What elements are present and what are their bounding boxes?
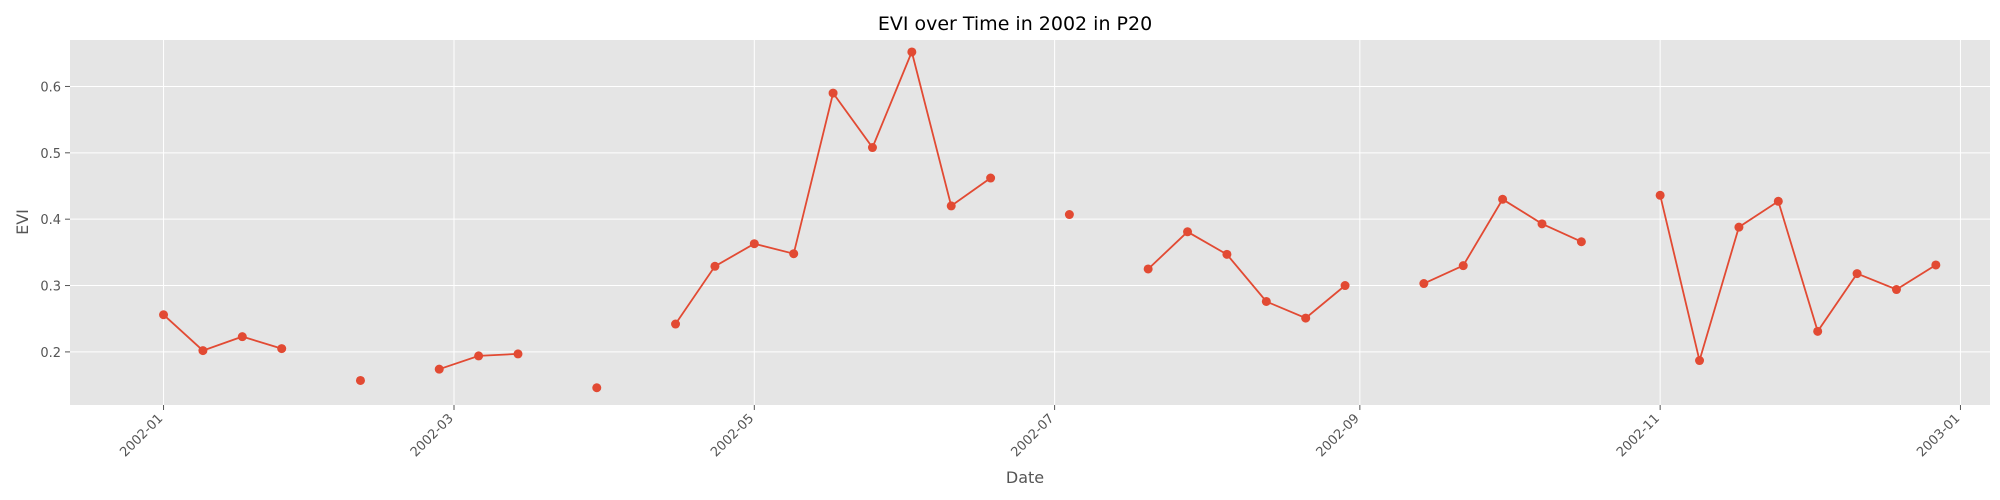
y-tick-label: 0.6: [40, 80, 61, 95]
data-point: [1183, 227, 1193, 237]
y-tick-label: 0.2: [40, 346, 61, 361]
data-point: [1773, 196, 1783, 206]
x-tick-label: 2002-09: [1314, 411, 1363, 460]
data-point: [434, 364, 444, 374]
x-tick-label: 2002-03: [408, 411, 457, 460]
x-tick-label: 2002-01: [117, 411, 166, 460]
y-tick-label: 0.4: [40, 213, 61, 228]
series-line: [162, 314, 282, 352]
data-point: [1340, 281, 1350, 291]
data-point: [1891, 285, 1901, 295]
data-point: [592, 383, 602, 393]
data-point: [907, 47, 917, 57]
data-point: [237, 332, 247, 342]
data-point: [1419, 279, 1429, 289]
chart-title: EVI over Time in 2002 in P20: [878, 13, 1152, 35]
y-tick-label: 0.5: [40, 147, 61, 162]
grid-lines: [70, 40, 1990, 405]
data-point: [1537, 219, 1547, 229]
data-point: [946, 201, 956, 211]
x-axis-label: Date: [1006, 468, 1044, 487]
series-layer: [159, 47, 1941, 393]
data-point: [1576, 237, 1586, 247]
y-tick-label: 0.3: [40, 280, 61, 295]
data-point: [1813, 326, 1823, 336]
data-point: [710, 261, 720, 271]
y-axis-label: EVI: [13, 209, 32, 235]
data-point: [671, 319, 681, 329]
data-point: [1498, 194, 1508, 204]
data-point: [1143, 264, 1153, 274]
data-point: [986, 173, 996, 183]
data-point: [1852, 269, 1862, 279]
data-point: [1931, 260, 1941, 270]
data-point: [474, 351, 484, 361]
data-point: [355, 375, 365, 385]
x-tick-label: 2002-07: [1008, 411, 1057, 460]
data-point: [828, 88, 838, 98]
data-point: [867, 143, 877, 153]
data-point: [1301, 313, 1311, 323]
data-point: [1695, 356, 1705, 366]
data-point: [198, 346, 208, 356]
x-tick-label: 2002-05: [708, 411, 757, 460]
data-point: [513, 349, 523, 359]
plot-area: [70, 40, 1990, 405]
x-tick-label: 2003-01: [1914, 411, 1963, 460]
data-point: [1261, 296, 1271, 306]
data-point: [1064, 210, 1074, 220]
data-point: [159, 310, 169, 320]
x-tick-label: 2002-11: [1614, 411, 1663, 460]
data-point: [789, 249, 799, 259]
data-point: [1655, 190, 1665, 200]
series-line: [1659, 195, 1937, 364]
data-point: [1222, 249, 1232, 259]
data-point: [1458, 261, 1468, 271]
data-point: [1734, 222, 1744, 232]
data-point: [277, 344, 287, 354]
data-point: [749, 239, 759, 249]
series-line: [1147, 230, 1346, 320]
